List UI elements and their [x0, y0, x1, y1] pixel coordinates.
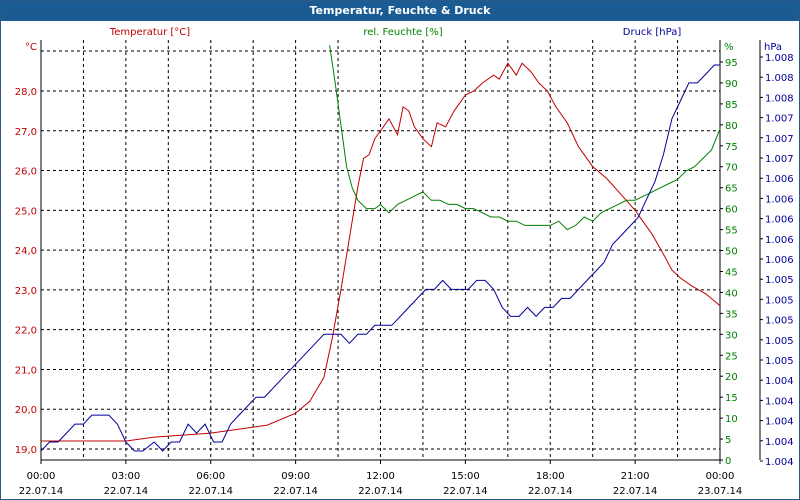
x-tick-time-label: 09:00: [281, 471, 310, 482]
series-lines: [40, 45, 721, 452]
humidity-tick-label: 85: [725, 100, 738, 111]
humidity-tick-label: 0: [725, 456, 731, 467]
humidity-tick-label: 50: [725, 247, 738, 258]
pressure-tick-label: 1.005: [765, 295, 794, 306]
humidity-tick-label: 25: [725, 351, 738, 362]
pressure-tick-label: 1.005: [765, 336, 794, 347]
humidity-tick-label: 90: [725, 79, 738, 90]
chart-title: Temperatur, Feuchte & Druck: [1, 1, 799, 21]
x-tick-time-label: 06:00: [196, 471, 225, 482]
temperature-tick-label: 23,0: [15, 286, 37, 297]
temperature-tick-label: 28,0: [15, 87, 37, 98]
pressure-axis-label: Druck [hPa]: [623, 27, 682, 38]
humidity-tick-label: 65: [725, 184, 738, 195]
pressure-tick-label: 1.004: [765, 457, 794, 468]
x-tick-time-label: 15:00: [451, 471, 480, 482]
temperature-tick-label: 20,0: [15, 405, 37, 416]
humidity-tick-label: 20: [725, 372, 738, 383]
humidity-tick-label: 35: [725, 309, 738, 320]
x-tick-time-label: 18:00: [536, 471, 565, 482]
temperature-tick-label: 21,0: [15, 365, 37, 376]
temperature-axis-label: Temperatur [°C]: [109, 27, 190, 38]
temperature-tick-label: 24,0: [15, 246, 37, 257]
humidity-tick-label: 10: [725, 414, 738, 425]
pressure-tick-label: 1.008: [765, 53, 794, 64]
pressure-tick-label: 1.004: [765, 417, 794, 428]
x-tick-time-label: 00:00: [706, 471, 735, 482]
x-tick-date-label: 22.07.14: [188, 486, 233, 497]
humidity-tick-label: 80: [725, 121, 738, 132]
humidity-tick-label: 75: [725, 142, 738, 153]
pressure-tick-label: 1.005: [765, 356, 794, 367]
pressure-tick-label: 1.007: [765, 134, 794, 145]
x-tick-time-label: 00:00: [27, 471, 56, 482]
pressure-tick-label: 1.004: [765, 396, 794, 407]
humidity-tick-label: 40: [725, 288, 738, 299]
pressure-tick-label: 1.006: [765, 194, 794, 205]
pressure-tick-label: 1.004: [765, 437, 794, 448]
temperature-tick-label: 27,0: [15, 127, 37, 138]
x-tick-time-label: 12:00: [366, 471, 395, 482]
pressure-tick-label: 1.007: [765, 154, 794, 165]
pressure-tick-label: 1.005: [765, 275, 794, 286]
pressure-unit-label: hPa: [764, 42, 782, 53]
grid: [41, 40, 720, 460]
humidity-tick-label: 95: [725, 58, 738, 69]
humidity-tick-label: 30: [725, 330, 738, 341]
humidity-tick-label: 45: [725, 267, 738, 278]
humidity-unit-label: %: [724, 42, 734, 53]
humidity-axis-label: rel. Feuchte [%]: [363, 27, 442, 38]
humidity-tick-label: 55: [725, 226, 738, 237]
temperature-tick-label: 19,0: [15, 445, 37, 456]
x-tick-time-label: 21:00: [621, 471, 650, 482]
x-tick-date-label: 22.07.14: [528, 486, 573, 497]
pressure-tick-label: 1.006: [765, 215, 794, 226]
pressure-tick-label: 1.006: [765, 255, 794, 266]
temperature-tick-label: 25,0: [15, 206, 37, 217]
pressure-tick-label: 1.007: [765, 114, 794, 125]
x-tick-date-label: 22.07.14: [273, 486, 318, 497]
humidity-tick-label: 60: [725, 205, 738, 216]
pressure-tick-label: 1.008: [765, 93, 794, 104]
temperature-series-line: [41, 62, 721, 442]
humidity-series-line: [329, 45, 721, 231]
x-tick-date-label: 22.07.14: [613, 486, 658, 497]
humidity-tick-label: 70: [725, 163, 738, 174]
temperature-unit-label: °C: [25, 42, 37, 53]
axis-labels: Temperatur [°C] rel. Feuchte [%] Druck […: [25, 27, 782, 53]
humidity-tick-label: 5: [725, 435, 731, 446]
x-tick-date-label: 22.07.14: [19, 486, 64, 497]
pressure-tick-label: 1.006: [765, 235, 794, 246]
pressure-tick-label: 1.005: [765, 316, 794, 327]
pressure-tick-label: 1.008: [765, 73, 794, 84]
pressure-series-line: [40, 64, 720, 452]
pressure-tick-label: 1.004: [765, 376, 794, 387]
pressure-tick-label: 1.006: [765, 174, 794, 185]
temperature-tick-label: 22,0: [15, 326, 37, 337]
axes: [40, 40, 761, 461]
x-tick-date-label: 23.07.14: [698, 486, 743, 497]
x-tick-date-label: 22.07.14: [104, 486, 149, 497]
tick-labels: 19,0 20,0 21,0 22,0 23,0 24,0 25,0 26,0 27,0 28,0…: [15, 53, 794, 497]
x-tick-date-label: 22.07.14: [358, 486, 403, 497]
humidity-tick-label: 15: [725, 393, 738, 404]
x-tick-time-label: 03:00: [111, 471, 140, 482]
temperature-tick-label: 26,0: [15, 167, 37, 178]
x-tick-date-label: 22.07.14: [443, 486, 488, 497]
